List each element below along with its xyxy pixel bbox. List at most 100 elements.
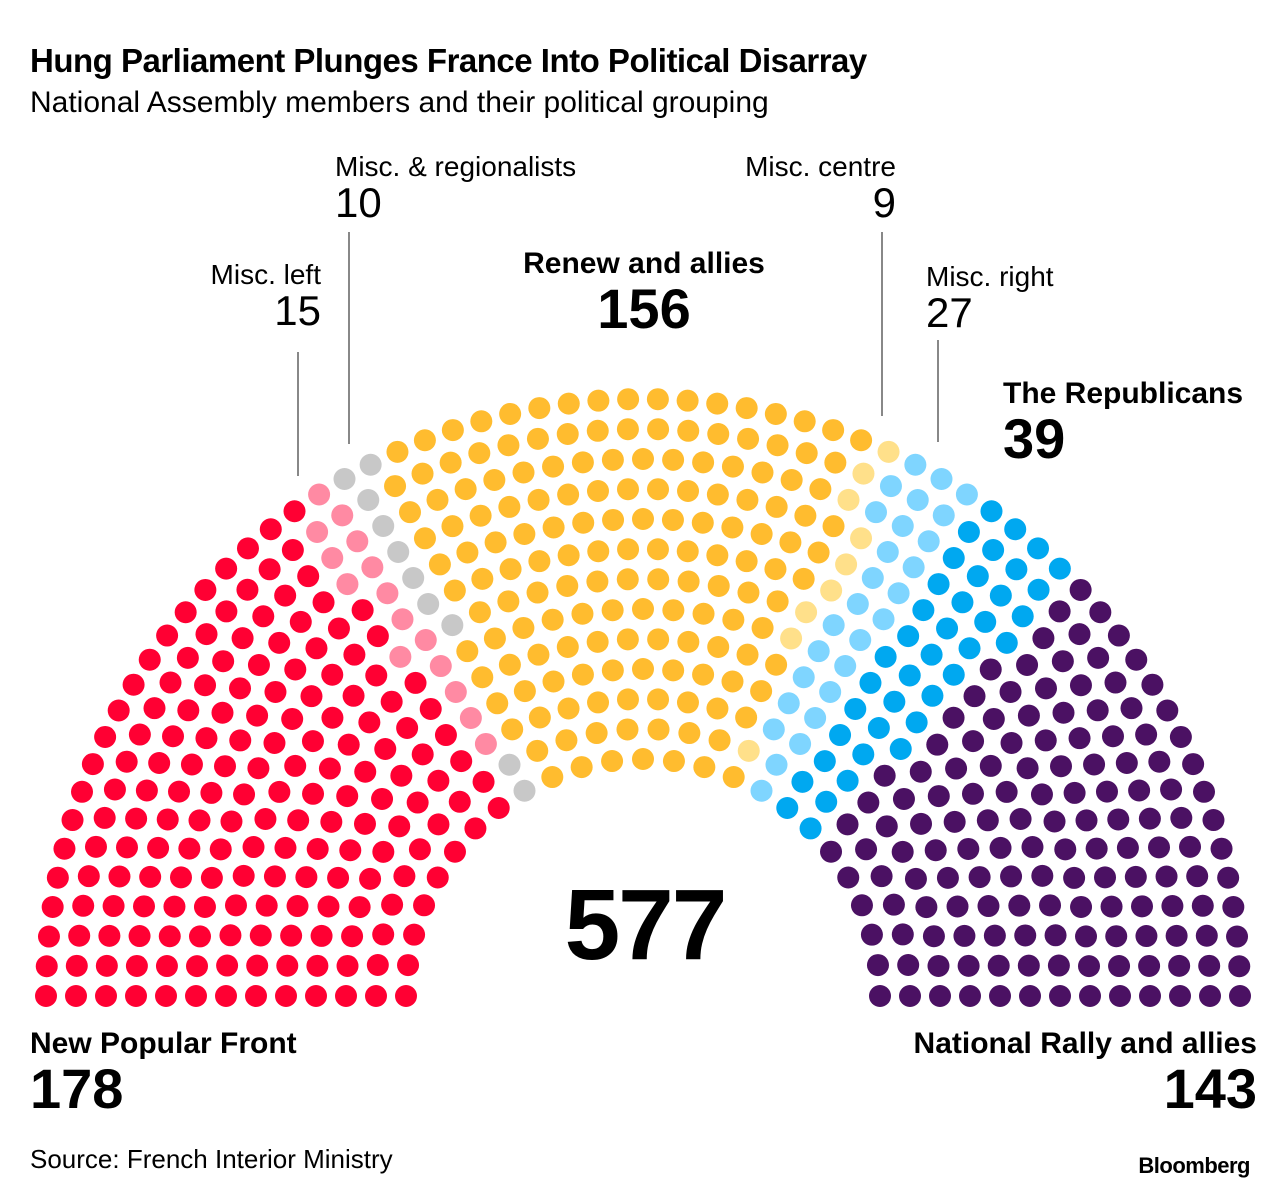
seat-national-rally-and-allies: [1120, 697, 1143, 720]
seat-renew-and-allies: [443, 579, 466, 602]
seat-renew-and-allies: [526, 427, 549, 450]
seat-renew-and-allies: [528, 706, 551, 729]
seat-misc-right: [879, 475, 902, 498]
seat-count: 15: [274, 287, 321, 335]
seat-new-popular-front: [195, 727, 218, 750]
seat-renew-and-allies: [586, 630, 609, 653]
seat-national-rally-and-allies: [1198, 954, 1221, 977]
seat-national-rally-and-allies: [866, 954, 889, 977]
seat-new-popular-front: [395, 985, 417, 1007]
seat-renew-and-allies: [526, 581, 549, 604]
seat-new-popular-front: [351, 599, 374, 622]
seat-renew-and-allies: [468, 442, 491, 465]
seat-renew-and-allies: [616, 418, 639, 441]
seat-new-popular-front: [94, 725, 117, 748]
seat-renew-and-allies: [850, 429, 873, 452]
seat-the-republicans: [1005, 558, 1028, 581]
seat-new-popular-front: [372, 840, 395, 863]
seat-renew-and-allies: [706, 697, 729, 720]
seat-misc-regionalists: [333, 467, 356, 490]
seat-renew-and-allies: [486, 692, 509, 715]
seat-new-popular-front: [320, 810, 343, 833]
seat-misc-right: [930, 467, 953, 490]
seat-national-rally-and-allies: [875, 815, 898, 838]
seat-misc-right: [872, 608, 895, 631]
seat-renew-and-allies: [735, 397, 758, 420]
seat-national-rally-and-allies: [1191, 894, 1214, 917]
seat-national-rally-and-allies: [910, 812, 933, 835]
seat-new-popular-front: [366, 954, 389, 976]
seat-national-rally-and-allies: [904, 867, 927, 890]
seat-misc-right: [902, 556, 925, 579]
seat-new-popular-front: [259, 518, 282, 541]
seat-misc-centre: [850, 527, 873, 550]
seat-national-rally-and-allies: [892, 787, 915, 810]
seat-national-rally-and-allies: [1083, 753, 1106, 776]
seat-misc-right: [789, 732, 812, 755]
party-name: National Rally and allies: [913, 1027, 1257, 1060]
seat-renew-and-allies: [707, 574, 730, 597]
seat-count: 39: [1003, 406, 1066, 470]
seat-new-popular-front: [397, 954, 420, 977]
seat-renew-and-allies: [542, 455, 565, 478]
seat-national-rally-and-allies: [1169, 725, 1192, 748]
seat-misc-left: [331, 504, 354, 527]
seat-new-popular-front: [155, 955, 178, 978]
seat-renew-and-allies: [750, 680, 773, 703]
seat-misc-right: [846, 593, 869, 615]
seat-the-republicans: [921, 684, 944, 707]
seat-renew-and-allies: [824, 451, 847, 474]
seat-national-rally-and-allies: [1148, 750, 1171, 773]
seat-misc-regionalists: [372, 515, 395, 538]
seat-renew-and-allies: [512, 616, 535, 639]
seat-renew-and-allies: [386, 440, 409, 463]
seat-national-rally-and-allies: [1148, 836, 1171, 859]
seat-new-popular-front: [247, 654, 270, 677]
seat-new-popular-front: [138, 648, 161, 671]
seat-renew-and-allies: [735, 550, 758, 573]
seat-renew-and-allies: [822, 419, 845, 442]
seat-new-popular-front: [339, 839, 362, 862]
seat-new-popular-front: [122, 673, 145, 696]
seat-renew-and-allies: [617, 388, 640, 411]
seat-renew-and-allies: [571, 451, 594, 474]
seat-renew-and-allies: [647, 718, 670, 741]
seat-renew-and-allies: [647, 628, 670, 651]
seat-new-popular-front: [224, 894, 247, 917]
seat-misc-left: [321, 547, 344, 570]
seat-new-popular-front: [312, 591, 335, 614]
seat-new-popular-front: [231, 627, 254, 650]
seat-new-popular-front: [242, 836, 265, 859]
seat-renew-and-allies: [677, 570, 700, 593]
seat-misc-right: [876, 541, 899, 563]
seat-count: 10: [335, 179, 382, 227]
seat-national-rally-and-allies: [836, 813, 859, 836]
seat-national-rally-and-allies: [1109, 985, 1131, 1007]
seat-the-republicans: [859, 671, 882, 694]
seat-misc-left: [376, 582, 399, 605]
seat-national-rally-and-allies: [1135, 723, 1158, 746]
seat-new-popular-front: [301, 730, 324, 753]
seat-national-rally-and-allies: [1049, 985, 1071, 1007]
seat-the-republicans: [995, 631, 1018, 654]
seat-renew-and-allies: [587, 389, 610, 412]
seat-the-republicans: [989, 584, 1012, 607]
seat-new-popular-front: [341, 925, 364, 948]
seat-national-rally-and-allies: [1075, 925, 1098, 948]
seat-misc-centre: [852, 462, 875, 485]
seat-renew-and-allies: [527, 643, 550, 666]
seat-new-popular-front: [177, 699, 200, 722]
seat-new-popular-front: [247, 757, 270, 780]
seat-renew-and-allies: [586, 480, 609, 502]
seat-renew-and-allies: [557, 697, 580, 720]
seat-new-popular-front: [53, 837, 76, 860]
seat-misc-left: [429, 655, 452, 678]
seat-national-rally-and-allies: [1160, 778, 1183, 801]
seat-new-popular-front: [255, 894, 278, 917]
seat-national-rally-and-allies: [1179, 835, 1202, 858]
seat-renew-and-allies: [662, 448, 685, 471]
seat-new-popular-front: [408, 838, 431, 861]
seat-new-popular-front: [115, 750, 138, 773]
seat-the-republicans: [1027, 578, 1050, 601]
seat-national-rally-and-allies: [870, 865, 893, 888]
